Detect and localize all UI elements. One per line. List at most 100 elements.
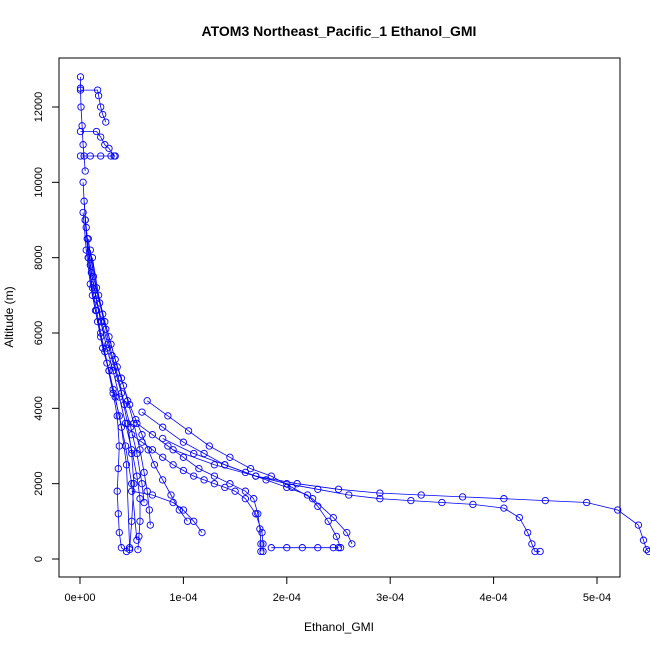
data-point bbox=[76, 73, 85, 81]
data-point bbox=[115, 528, 123, 537]
x-tick-label: 1e-04 bbox=[169, 592, 197, 604]
data-point bbox=[134, 545, 142, 554]
y-tick-label: 6000 bbox=[33, 321, 45, 345]
data-point bbox=[148, 431, 157, 439]
data-point bbox=[167, 491, 175, 499]
data-point bbox=[89, 272, 98, 281]
data-point bbox=[241, 487, 250, 495]
data-point bbox=[231, 487, 239, 495]
data-point bbox=[76, 86, 85, 94]
data-point bbox=[148, 446, 157, 454]
data-point bbox=[159, 453, 167, 461]
data-point bbox=[148, 491, 157, 499]
data-point bbox=[438, 498, 446, 507]
series-line bbox=[80, 131, 115, 157]
y-tick-label: 4000 bbox=[33, 396, 45, 420]
data-point bbox=[84, 235, 92, 243]
data-point bbox=[121, 419, 130, 428]
data-point bbox=[345, 491, 353, 499]
data-point bbox=[256, 525, 264, 533]
data-point bbox=[376, 489, 384, 497]
series-line bbox=[85, 227, 141, 550]
data-point bbox=[145, 506, 153, 514]
chart-title: ATOM3 Northeast_Pacific_1 Ethanol_GMI bbox=[202, 23, 477, 39]
data-point bbox=[169, 446, 177, 454]
data-point bbox=[130, 480, 138, 488]
data-point bbox=[210, 461, 219, 469]
data-point bbox=[179, 506, 188, 514]
y-axis-label: Altitude (m) bbox=[2, 286, 16, 347]
data-point bbox=[332, 532, 341, 541]
y-axis: 0 2000 4000 6000 8000 10000 12000 bbox=[33, 92, 60, 562]
data-point bbox=[97, 152, 105, 160]
data-point bbox=[634, 521, 643, 529]
data-point bbox=[86, 246, 94, 254]
data-point bbox=[76, 84, 85, 92]
data-point bbox=[111, 393, 119, 401]
data-point bbox=[252, 510, 260, 518]
data-point bbox=[125, 400, 134, 409]
data-point bbox=[111, 152, 119, 160]
data-point bbox=[639, 536, 648, 544]
series-line bbox=[141, 411, 341, 548]
data-point bbox=[93, 86, 102, 94]
data-point bbox=[179, 438, 188, 446]
data-point bbox=[195, 464, 203, 473]
data-point bbox=[293, 480, 301, 488]
data-point bbox=[164, 442, 172, 450]
data-point bbox=[190, 449, 198, 458]
data-point bbox=[128, 480, 136, 488]
data-point bbox=[132, 415, 140, 424]
data-point bbox=[531, 547, 539, 556]
data-point bbox=[541, 496, 549, 505]
data-point bbox=[88, 284, 97, 292]
series-line bbox=[162, 438, 541, 552]
data-point bbox=[583, 498, 591, 507]
data-point bbox=[136, 446, 144, 454]
data-point bbox=[210, 480, 219, 488]
data-point bbox=[150, 461, 159, 469]
data-point bbox=[267, 544, 275, 552]
data-point bbox=[140, 498, 148, 507]
data-point bbox=[458, 493, 467, 501]
data-point bbox=[109, 389, 117, 397]
x-tick-label: 0e+00 bbox=[65, 592, 96, 604]
data-point bbox=[407, 496, 415, 505]
data-point bbox=[86, 152, 94, 160]
data-point bbox=[159, 434, 167, 443]
data-point bbox=[334, 544, 343, 552]
data-point bbox=[334, 485, 343, 493]
data-point bbox=[76, 152, 85, 160]
data-point bbox=[500, 504, 508, 512]
data-point bbox=[79, 208, 87, 217]
data-point bbox=[614, 506, 622, 514]
data-points bbox=[76, 73, 650, 556]
data-point bbox=[257, 547, 265, 556]
data-point bbox=[88, 254, 97, 262]
data-point bbox=[417, 491, 425, 499]
data-point bbox=[81, 216, 89, 224]
data-point bbox=[159, 476, 167, 484]
data-point bbox=[79, 178, 87, 186]
data-point bbox=[298, 544, 306, 552]
data-point bbox=[135, 532, 143, 541]
data-point bbox=[99, 310, 107, 318]
data-point bbox=[113, 487, 121, 495]
data-point bbox=[252, 472, 260, 480]
x-axis-label: Ethanol_GMI bbox=[304, 620, 374, 634]
data-point bbox=[500, 495, 508, 503]
data-point bbox=[113, 412, 121, 420]
data-point bbox=[164, 412, 172, 420]
data-point bbox=[115, 442, 123, 450]
data-point bbox=[138, 438, 146, 446]
data-point bbox=[81, 167, 89, 175]
data-point bbox=[329, 544, 337, 552]
data-point bbox=[645, 547, 650, 556]
data-point bbox=[133, 536, 141, 544]
series-line bbox=[172, 449, 649, 552]
data-point bbox=[136, 495, 144, 503]
data-point bbox=[288, 483, 296, 492]
data-point bbox=[97, 133, 105, 141]
data-point bbox=[179, 453, 188, 461]
